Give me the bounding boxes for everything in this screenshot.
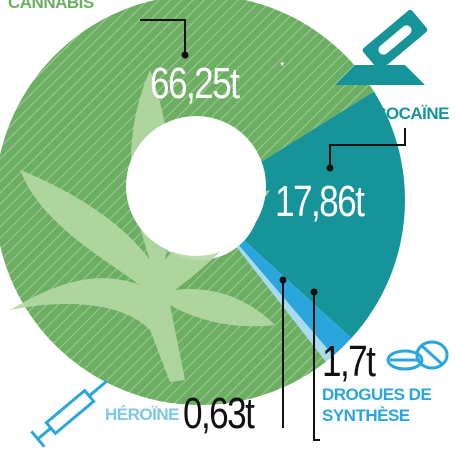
donut-slice xyxy=(238,240,352,356)
category-label: CANNABIS xyxy=(8,0,94,12)
leader-dots xyxy=(181,51,334,296)
donut-slice xyxy=(236,245,334,362)
leader-lines xyxy=(140,19,406,441)
leader-dot xyxy=(279,276,287,284)
razor-icon xyxy=(335,9,428,85)
donut-hole xyxy=(126,116,266,256)
leader-line xyxy=(140,19,186,55)
category-label: COCAÏNE xyxy=(374,104,449,123)
value-label: 1,7t xyxy=(322,337,376,386)
value-label: 0,63t xyxy=(183,389,255,438)
donut-slice xyxy=(244,91,405,339)
leader-dot xyxy=(310,288,318,296)
value-label: 17,86t xyxy=(275,177,365,226)
leader-line xyxy=(313,292,320,441)
leader-line xyxy=(329,128,406,168)
pills-icon xyxy=(386,340,449,371)
category-label: HÉROÏNE xyxy=(105,405,179,424)
leader-dot xyxy=(326,164,334,172)
leader-dot xyxy=(181,51,189,59)
value-label: 66,25t xyxy=(150,59,240,108)
category-label: DROGUES DE SYNTHÈSE xyxy=(322,385,432,426)
footnote-marker: * xyxy=(280,59,285,73)
syringe-icon xyxy=(30,379,108,448)
